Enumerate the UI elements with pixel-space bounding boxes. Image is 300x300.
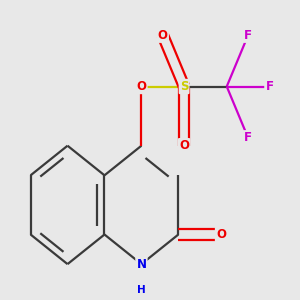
Text: H: H (137, 285, 146, 295)
Text: F: F (244, 131, 252, 144)
Text: O: O (136, 80, 146, 93)
Text: O: O (158, 29, 168, 42)
Text: S: S (180, 80, 188, 93)
Text: O: O (216, 228, 226, 241)
Text: N: N (136, 258, 146, 271)
Text: F: F (244, 29, 252, 42)
Text: O: O (179, 139, 189, 152)
Text: F: F (266, 80, 273, 93)
